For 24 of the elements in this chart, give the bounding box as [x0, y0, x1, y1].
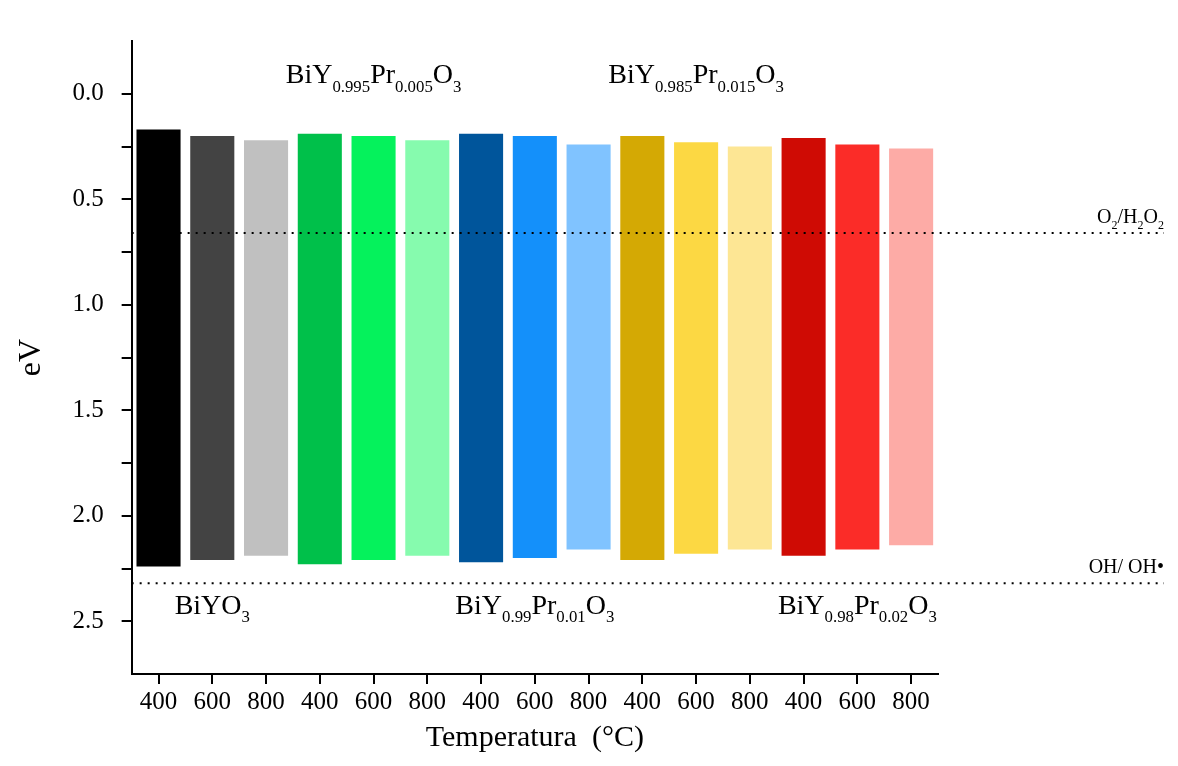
- x-tick-label: 800: [247, 686, 285, 714]
- x-tick-label: 600: [838, 686, 877, 714]
- x-tick-label: 400: [301, 686, 339, 714]
- x-tick-label: 800: [892, 686, 930, 714]
- y-tick-label: 2.5: [72, 605, 104, 633]
- x-axis-title: Temperatura (°C): [425, 718, 644, 753]
- x-tick-label: 400: [623, 686, 662, 714]
- x-tick-label: 400: [462, 686, 500, 714]
- y-tick-label: 1.0: [72, 289, 104, 317]
- x-tick-label: 800: [731, 686, 769, 714]
- y-tick-label: 2.0: [72, 500, 104, 528]
- x-tick-label: 600: [193, 686, 232, 714]
- y-tick-label: 1.5: [72, 394, 104, 422]
- x-tick-label: 400: [784, 686, 823, 714]
- y-tick-label: 0.0: [72, 78, 104, 106]
- x-tick-label: 800: [408, 686, 447, 714]
- y-tick-label: 0.5: [72, 183, 104, 211]
- x-tick-label: 400: [139, 686, 178, 714]
- x-tick-label: 600: [677, 686, 715, 714]
- x-tick-label: 600: [516, 686, 554, 714]
- y-axis-title: eV: [10, 338, 47, 377]
- x-tick-label: 600: [354, 686, 393, 714]
- ref-line-label: OH/ OH•: [1088, 555, 1165, 578]
- x-tick-label: 800: [569, 686, 608, 714]
